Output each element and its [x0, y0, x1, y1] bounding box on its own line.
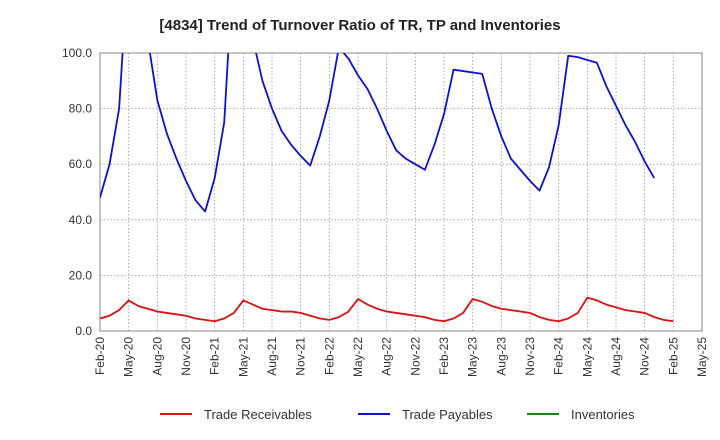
x-tick-label: Nov-23 [523, 337, 537, 376]
x-tick-label: Aug-24 [609, 337, 623, 376]
x-tick-label: Nov-21 [294, 337, 308, 376]
x-tick-label: Feb-24 [552, 337, 566, 375]
x-tick-label: Feb-20 [93, 337, 107, 375]
x-tick-label: May-22 [351, 337, 365, 377]
x-tick-label: May-21 [236, 337, 250, 377]
x-tick-label: Feb-25 [666, 337, 680, 375]
x-tick-label: Aug-21 [265, 337, 279, 376]
y-tick-label: 40.0 [69, 213, 93, 227]
x-tick-label: Nov-22 [408, 337, 422, 376]
x-tick-label: Nov-20 [179, 337, 193, 376]
x-tick-label: Feb-21 [208, 337, 222, 375]
series-line-trade-payables [100, 53, 656, 213]
x-tick-label: Aug-22 [380, 337, 394, 376]
chart-title: [4834] Trend of Turnover Ratio of TR, TP… [159, 17, 560, 34]
legend-label: Inventories [571, 407, 635, 422]
x-tick-label: Feb-22 [322, 337, 336, 375]
legend-label: Trade Payables [402, 407, 493, 422]
y-tick-label: 100.0 [62, 46, 92, 60]
x-tick-label: Feb-23 [437, 337, 451, 375]
x-tick-label: May-25 [695, 337, 709, 377]
y-tick-label: 60.0 [69, 157, 93, 171]
y-tick-label: 20.0 [69, 268, 93, 282]
x-tick-label: May-24 [580, 337, 594, 377]
x-tick-label: Nov-24 [638, 337, 652, 376]
x-tick-label: Aug-20 [150, 337, 164, 376]
y-tick-label: 80.0 [69, 102, 93, 116]
plot-frame [99, 52, 703, 332]
x-tick-label: May-20 [122, 337, 136, 377]
legend-label: Trade Receivables [204, 407, 312, 422]
x-tick-label: Aug-23 [494, 337, 508, 376]
x-tick-label: May-23 [466, 337, 480, 377]
y-tick-label: 0.0 [75, 324, 92, 338]
series-line-trade-receivables [100, 296, 674, 323]
